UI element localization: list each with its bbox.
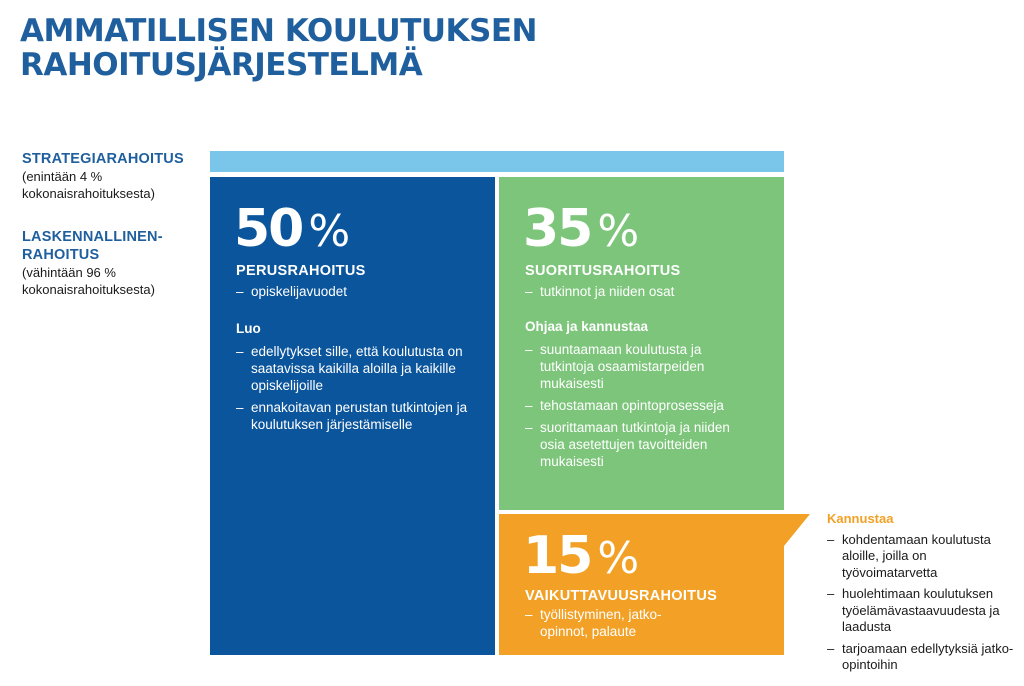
base-criteria-item: opiskelijavuodet xyxy=(236,283,347,300)
impact-percent: 15% xyxy=(523,526,639,586)
performance-percent-sign: % xyxy=(597,206,640,257)
computational-label-sub-2: kokonaisrahoituksesta) xyxy=(22,282,155,297)
title-line-1: AMMATILLISEN KOULUTUKSEN xyxy=(20,13,538,49)
performance-title: SUORITUSRAHOITUS xyxy=(525,263,681,279)
computational-label-sub-1: (vähintään 96 % xyxy=(22,265,116,280)
strategy-label-sub-2: kokonaisrahoituksesta) xyxy=(22,186,155,201)
base-section-item: edellytykset sille, että koulutusta on s… xyxy=(236,343,468,394)
impact-incentive-item: huolehtimaan koulutuksen työelämävastaav… xyxy=(827,586,1017,636)
impact-incentive-item: tarjoamaan edellytyksiä jatko-opintoihin xyxy=(827,641,1017,674)
performance-section-item: tehostamaan opintoprosesseja xyxy=(525,397,753,414)
base-section-item: ennakoitavan perustan tutkintojen ja kou… xyxy=(236,399,468,433)
performance-section-title: Ohjaa ja kannustaa xyxy=(525,319,649,334)
base-percent-sign: % xyxy=(308,206,351,257)
strategy-label-sub-1: (enintään 4 % xyxy=(22,169,103,184)
impact-percent-value: 15 xyxy=(523,526,593,586)
strategy-label: STRATEGIARAHOITUS (enintään 4 % kokonais… xyxy=(22,150,184,202)
impact-title: VAIKUTTAVUUSRAHOITUS xyxy=(525,588,718,604)
performance-section-item: suorittamaan tutkintoja ja niiden osia a… xyxy=(525,419,753,470)
impact-incentives: Kannustaa kohdentamaan koulutusta aloill… xyxy=(827,511,1017,679)
base-funding-block: 50% PERUSRAHOITUS opiskelijavuodet Luo e… xyxy=(210,177,495,655)
strategy-funding-bar xyxy=(210,151,784,172)
base-section: Luo edellytykset sille, että koulutusta … xyxy=(236,320,468,438)
impact-callout-pointer xyxy=(784,514,810,546)
strategy-label-head: STRATEGIARAHOITUS xyxy=(22,151,184,167)
performance-percent-value: 35 xyxy=(523,199,593,259)
impact-criteria-item: työllistyminen, jatko-opinnot, palaute xyxy=(525,606,675,640)
base-section-title: Luo xyxy=(236,321,261,336)
base-criteria: opiskelijavuodet xyxy=(236,283,347,305)
performance-percent: 35% xyxy=(523,199,639,259)
performance-criteria: tutkinnot ja niiden osat xyxy=(525,283,674,305)
computational-label-head-1: LASKENNALLINEN- xyxy=(22,229,163,245)
performance-funding-block: 35% SUORITUSRAHOITUS tutkinnot ja niiden… xyxy=(499,177,784,510)
impact-incentive-item: kohdentamaan koulutusta aloille, joilla … xyxy=(827,532,1017,582)
impact-funding-block: 15% VAIKUTTAVUUSRAHOITUS työllistyminen,… xyxy=(499,514,784,655)
impact-percent-sign: % xyxy=(597,533,640,584)
base-percent: 50% xyxy=(234,199,350,259)
title-line-2: RAHOITUSJÄRJESTELMÄ xyxy=(20,47,423,83)
computational-label: LASKENNALLINEN- RAHOITUS (vähintään 96 %… xyxy=(22,228,163,298)
impact-incentives-title: Kannustaa xyxy=(827,511,894,526)
impact-criteria: työllistyminen, jatko-opinnot, palaute xyxy=(525,606,675,645)
performance-criteria-item: tutkinnot ja niiden osat xyxy=(525,283,674,300)
base-title: PERUSRAHOITUS xyxy=(236,263,366,279)
page-title: AMMATILLISEN KOULUTUKSEN RAHOITUSJÄRJEST… xyxy=(20,13,538,83)
performance-section: Ohjaa ja kannustaa suuntaamaan koulutust… xyxy=(525,318,753,475)
computational-label-head-2: RAHOITUS xyxy=(22,247,100,263)
performance-section-item: suuntaamaan koulutusta ja tutkintoja osa… xyxy=(525,341,753,392)
base-percent-value: 50 xyxy=(234,199,304,259)
